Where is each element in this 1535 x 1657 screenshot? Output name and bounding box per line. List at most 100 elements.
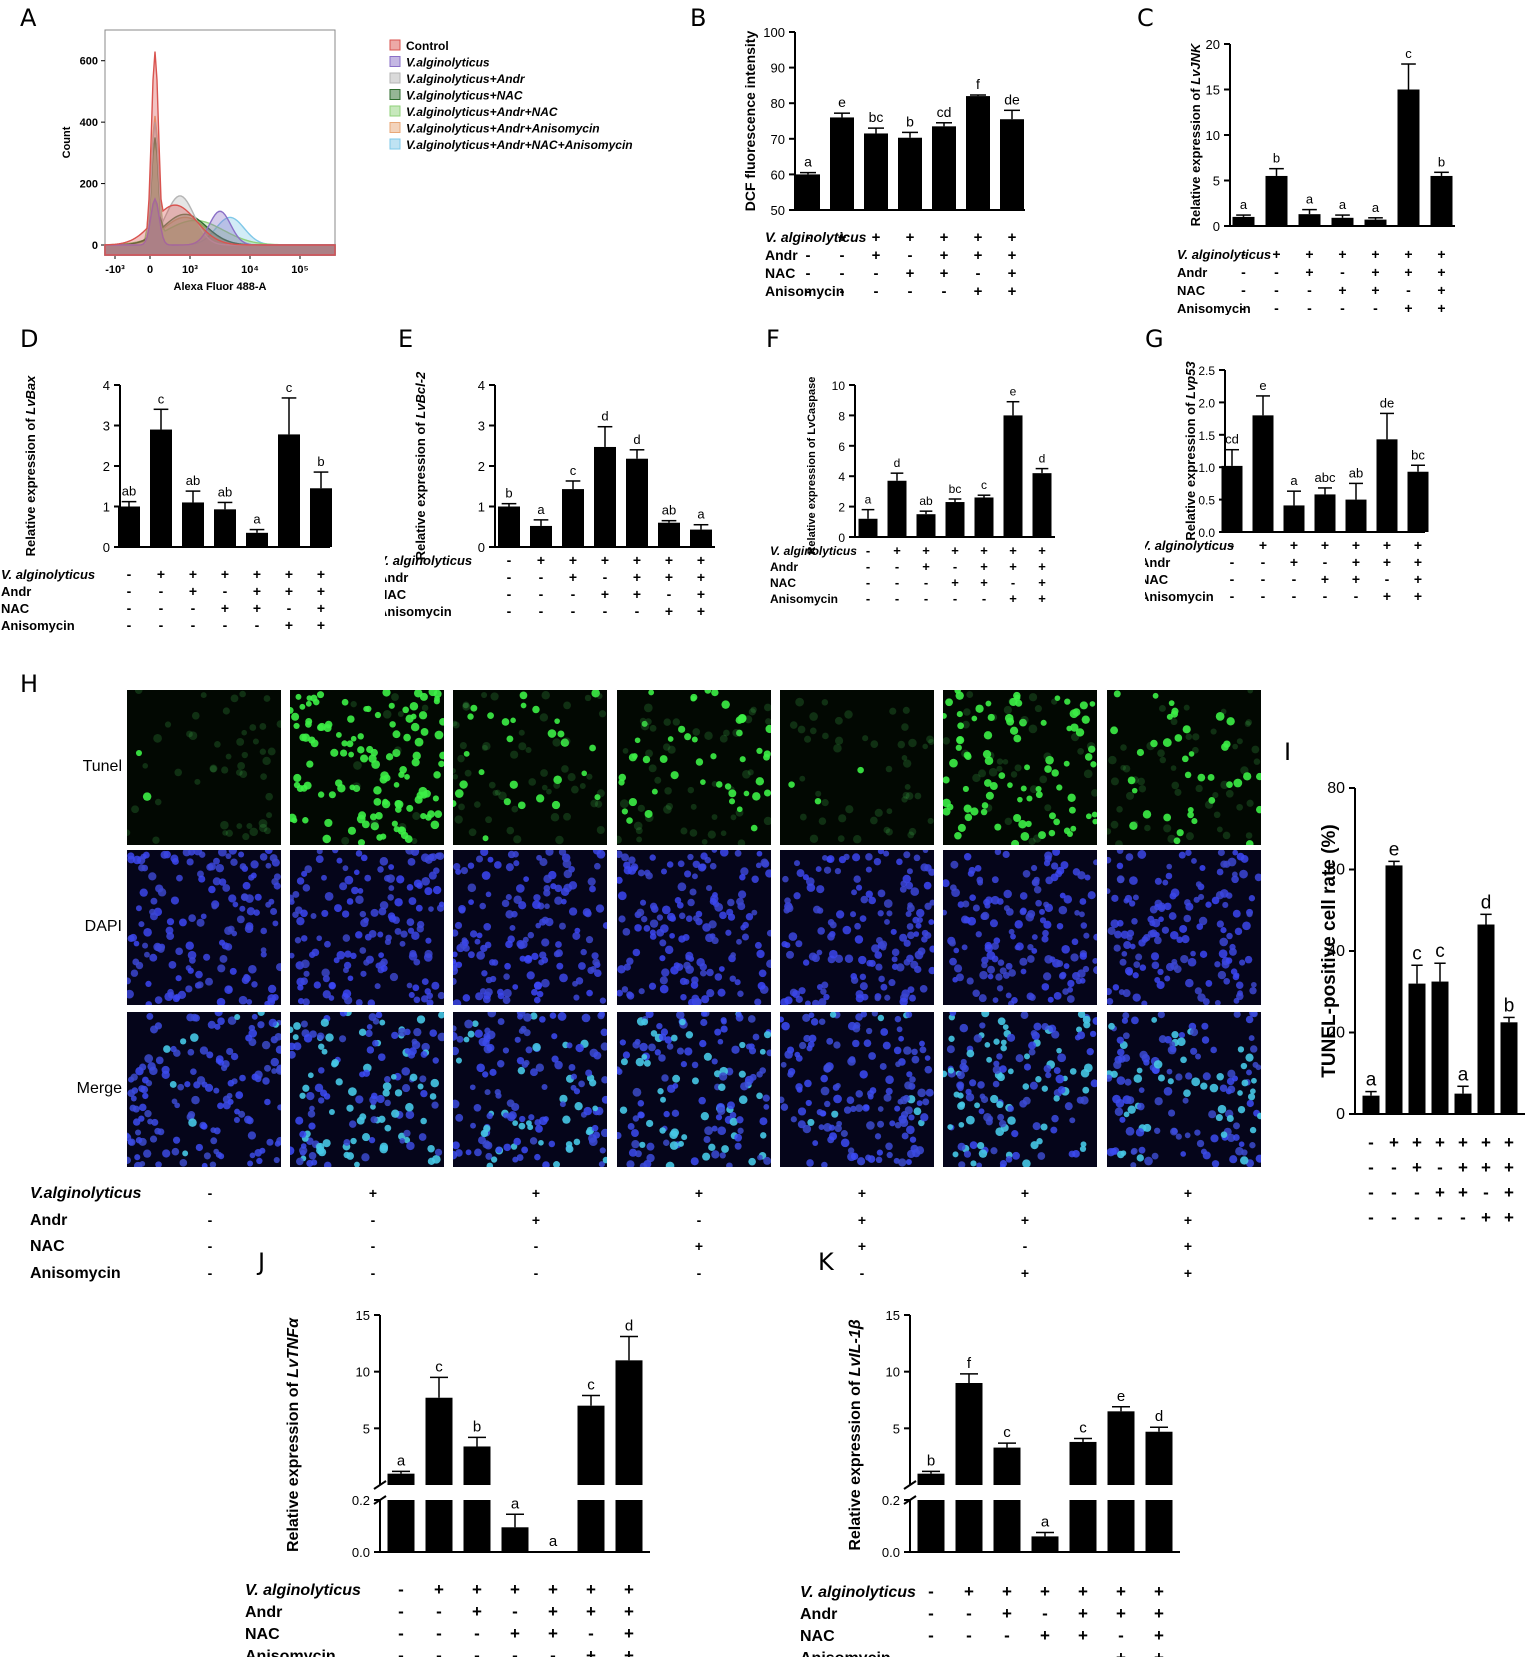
cell-nucleus xyxy=(562,1115,571,1124)
chart-B-treatment-sign: - xyxy=(840,247,845,264)
cell-nucleus xyxy=(1066,995,1075,1003)
microscopy-image xyxy=(943,1012,1097,1167)
cell-nucleus xyxy=(626,957,634,965)
chart-E-sig-letter: a xyxy=(537,502,545,517)
cell-nucleus xyxy=(525,1046,533,1054)
chart-G-ytick-label: 2.5 xyxy=(1198,364,1215,378)
cell-nucleus xyxy=(370,1104,376,1110)
cell-nucleus xyxy=(369,813,377,821)
chart-D-ylabel: Relative expression of LvBax xyxy=(23,375,38,556)
chart-I-bar xyxy=(1431,981,1449,1114)
cell-nucleus xyxy=(404,774,410,780)
cell-nucleus xyxy=(139,1063,147,1071)
cell-nucleus xyxy=(802,874,809,881)
chart-B-treatment-sign: - xyxy=(840,283,845,300)
cell-nucleus xyxy=(972,989,980,997)
chart-C-treatment-sign: + xyxy=(1371,246,1379,262)
cell-nucleus xyxy=(467,951,475,959)
cell-nucleus xyxy=(899,885,907,893)
microscopy-background xyxy=(617,690,771,845)
cell-nucleus xyxy=(417,1083,424,1090)
cell-nucleus xyxy=(1165,962,1175,972)
chart-G-ytick-label: 0.5 xyxy=(1198,494,1215,508)
cell-nucleus xyxy=(1171,707,1179,715)
cell-nucleus xyxy=(924,1065,933,1074)
cell-nucleus xyxy=(1045,876,1054,885)
cell-nucleus xyxy=(1052,850,1061,856)
chart-I-sig-letter: c xyxy=(1412,943,1422,964)
cell-nucleus xyxy=(954,690,961,694)
cell-nucleus xyxy=(224,943,233,951)
chart-E-treatment-sign: + xyxy=(697,569,705,585)
chart-J-treatment-sign: + xyxy=(472,1580,482,1599)
cell-nucleus xyxy=(324,818,333,828)
cell-nucleus xyxy=(826,855,835,863)
panel-h-treatment-sign: + xyxy=(694,1185,704,1201)
chart-D-treatment-name: Anisomycin xyxy=(1,618,75,633)
cell-nucleus xyxy=(357,888,364,894)
cell-nucleus xyxy=(453,720,458,727)
cell-nucleus xyxy=(1125,853,1134,861)
cell-nucleus xyxy=(408,952,418,961)
cell-nucleus xyxy=(919,1040,925,1047)
cell-nucleus xyxy=(1245,719,1253,726)
cell-nucleus xyxy=(659,976,668,985)
cell-nucleus xyxy=(981,911,990,921)
cell-nucleus xyxy=(311,948,320,957)
cell-nucleus xyxy=(1002,1024,1009,1030)
chart-E-treatment-sign: + xyxy=(633,586,641,602)
cell-nucleus xyxy=(290,706,294,714)
cell-nucleus xyxy=(641,1053,648,1060)
cell-nucleus xyxy=(780,1016,785,1023)
cell-nucleus xyxy=(838,814,847,823)
cell-nucleus xyxy=(905,1159,912,1166)
cell-nucleus xyxy=(621,853,629,862)
cell-nucleus xyxy=(634,924,642,932)
cell-nucleus xyxy=(430,1078,440,1088)
cell-nucleus xyxy=(558,922,566,930)
cell-nucleus xyxy=(1156,980,1165,990)
cell-nucleus xyxy=(917,947,926,956)
cell-nucleus xyxy=(296,877,305,885)
cell-nucleus xyxy=(852,1039,860,1048)
microscopy-image xyxy=(780,690,934,845)
panel-h-treatment-sign: + xyxy=(1020,1265,1030,1281)
chart-F-treatment-sign: + xyxy=(1038,543,1046,558)
cell-nucleus xyxy=(375,1012,383,1019)
cell-nucleus xyxy=(828,1124,835,1131)
cell-nucleus xyxy=(517,1013,524,1020)
cell-nucleus xyxy=(994,823,1002,831)
chart-E-treatment-sign: + xyxy=(537,552,545,568)
cell-nucleus xyxy=(1027,909,1036,919)
chart-G-treatment-sign: + xyxy=(1259,537,1267,553)
chart-K-treatment-sign: + xyxy=(1154,1648,1164,1657)
cell-nucleus xyxy=(1077,1031,1086,1040)
cell-nucleus xyxy=(384,1124,392,1132)
cell-nucleus xyxy=(405,1110,415,1120)
cell-nucleus xyxy=(928,738,934,745)
chart-J-treatment-sign: - xyxy=(474,1624,480,1643)
cell-nucleus xyxy=(246,998,253,1005)
cell-nucleus xyxy=(808,1012,815,1019)
chart-G-treatment-name: NAC xyxy=(1145,572,1169,587)
chart-K-ytick-label: 15 xyxy=(886,1308,900,1323)
chart-K-treatment-sign: - xyxy=(966,1648,972,1657)
cell-nucleus xyxy=(1037,1152,1046,1160)
cell-nucleus xyxy=(366,1046,375,1054)
cell-nucleus xyxy=(1157,902,1166,911)
cell-nucleus xyxy=(1118,1055,1126,1063)
cell-nucleus xyxy=(160,850,169,859)
cell-nucleus xyxy=(127,1089,136,1098)
cell-nucleus xyxy=(267,997,276,1005)
cell-nucleus xyxy=(424,887,433,896)
cell-nucleus xyxy=(639,1141,646,1148)
cell-nucleus xyxy=(700,1111,710,1121)
cell-nucleus xyxy=(1091,789,1097,797)
cell-nucleus xyxy=(1124,1078,1132,1086)
chart-E-treatment-sign: + xyxy=(665,603,673,619)
chart-C-treatment-sign: - xyxy=(1241,282,1246,298)
cell-nucleus xyxy=(1236,738,1243,745)
cell-nucleus xyxy=(1220,780,1229,790)
cell-nucleus xyxy=(1171,781,1180,790)
cell-nucleus xyxy=(217,1017,225,1025)
